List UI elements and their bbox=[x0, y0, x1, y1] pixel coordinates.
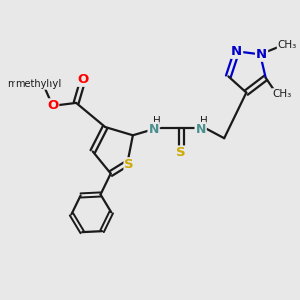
Text: methyl: methyl bbox=[15, 79, 50, 89]
Text: N: N bbox=[148, 123, 159, 136]
Text: methyl: methyl bbox=[25, 79, 61, 89]
Text: N: N bbox=[196, 123, 206, 136]
Text: N: N bbox=[231, 45, 242, 58]
Text: H: H bbox=[200, 116, 207, 126]
Text: H: H bbox=[152, 116, 160, 126]
Text: O: O bbox=[47, 99, 58, 112]
Text: O: O bbox=[77, 73, 89, 86]
Text: CH₃: CH₃ bbox=[272, 89, 291, 99]
Text: methyl: methyl bbox=[8, 79, 41, 89]
Text: S: S bbox=[176, 146, 186, 159]
Text: S: S bbox=[124, 158, 134, 171]
Text: N: N bbox=[256, 48, 267, 61]
Text: CH₃: CH₃ bbox=[278, 40, 297, 50]
